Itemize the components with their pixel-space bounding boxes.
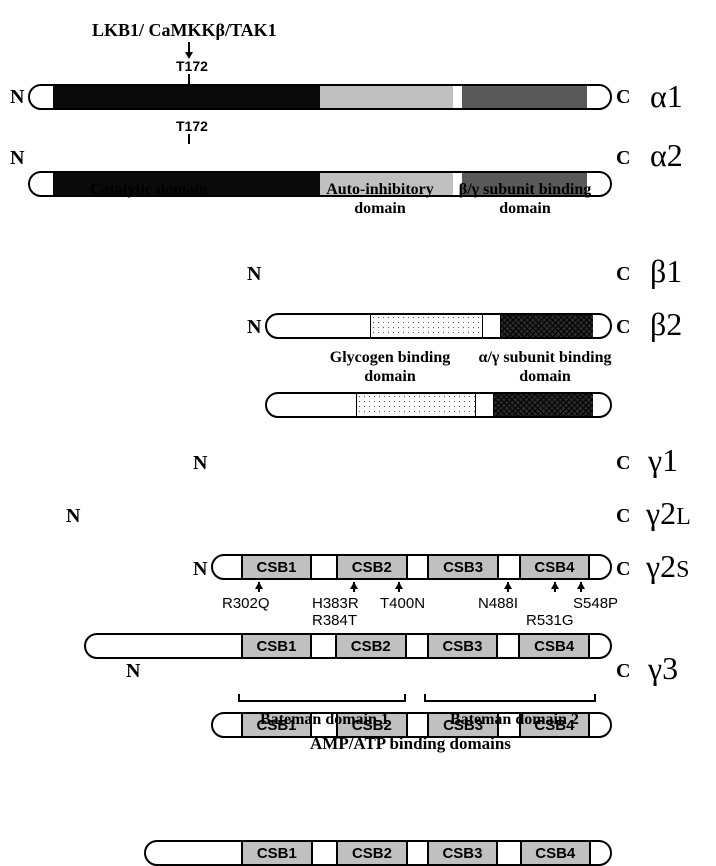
- csb1: CSB1: [241, 635, 313, 657]
- bateman2-bracket: [424, 700, 596, 702]
- c-term: C: [616, 147, 630, 170]
- beta1-gbd: [370, 315, 483, 337]
- csb2: CSB2: [336, 556, 407, 578]
- alpha1-binding: [462, 86, 587, 108]
- n-term: N: [10, 147, 24, 170]
- beta1-binding: [500, 315, 593, 337]
- alpha1-bar: [28, 84, 612, 110]
- gamma3-bar: CSB1 CSB2 CSB3 CSB4: [144, 840, 612, 866]
- mutation-r384t: R384T: [312, 612, 357, 629]
- mutation-r302q: R302Q: [222, 595, 270, 612]
- arrow-up-icon: [551, 582, 559, 589]
- csb1: CSB1: [241, 842, 312, 864]
- arrow-up-icon: [255, 582, 263, 589]
- bracket-tick: [404, 694, 406, 701]
- mutation-h383r: H383R: [312, 595, 359, 612]
- c-term: C: [616, 316, 630, 339]
- beta2-gbd: [356, 394, 476, 416]
- beta2-label: β2: [650, 306, 682, 343]
- gamma2L-label: γ2L: [646, 495, 691, 532]
- csb4: CSB4: [520, 842, 591, 864]
- t172-label-a2: T172: [176, 118, 208, 134]
- csb2: CSB2: [336, 842, 407, 864]
- c-term: C: [616, 558, 630, 581]
- csb2: CSB2: [335, 635, 407, 657]
- csb3: CSB3: [427, 556, 498, 578]
- bateman2-label: Bateman domain 2: [450, 710, 579, 729]
- csb4: CSB4: [519, 556, 590, 578]
- gamma1-label: γ1: [648, 442, 678, 479]
- autoinhibitory-caption: Auto-inhibitory domain: [320, 180, 440, 218]
- bracket-tick: [594, 694, 596, 701]
- n-term: N: [126, 660, 140, 683]
- csb3: CSB3: [427, 635, 499, 657]
- alpha1-autoinhibitory: [320, 86, 453, 108]
- beta1-bar: [265, 313, 612, 339]
- alpha-binding-caption: β/γ subunit binding domain: [450, 180, 600, 218]
- arrow-stem: [188, 134, 190, 144]
- c-term: C: [616, 660, 630, 683]
- beta-binding-caption: α/γ subunit binding domain: [470, 348, 620, 386]
- csb4: CSB4: [518, 635, 590, 657]
- catalytic-caption: Catalytic domain: [90, 180, 208, 199]
- csb1: CSB1: [241, 556, 312, 578]
- alpha1-gap: [453, 86, 462, 108]
- n-term: N: [247, 316, 261, 339]
- beta2-bar: [265, 392, 612, 418]
- alpha2-label: α2: [650, 137, 683, 174]
- amp-atp-label: AMP/ATP binding domains: [310, 734, 511, 754]
- mutation-n488i: N488I: [478, 595, 518, 612]
- bateman1-label: Bateman domain 1: [260, 710, 389, 729]
- arrow-up-icon: [577, 582, 585, 589]
- c-term: C: [616, 86, 630, 109]
- alpha1-catalytic: [53, 86, 320, 108]
- mutation-r531g: R531G: [526, 612, 574, 629]
- n-term: N: [10, 86, 24, 109]
- beta1-label: β1: [650, 253, 682, 290]
- arrow-up-icon: [350, 582, 358, 589]
- gbd-caption: Glycogen binding domain: [320, 348, 460, 386]
- kinases-label: LKB1/ CaMKKβ/TAK1: [92, 20, 277, 41]
- mutation-t400n: T400N: [380, 595, 425, 612]
- c-term: C: [616, 452, 630, 475]
- beta2-binding: [493, 394, 592, 416]
- arrow-up-icon: [395, 582, 403, 589]
- alpha1-label: α1: [650, 78, 683, 115]
- c-term: C: [616, 505, 630, 528]
- mutation-s548p: S548P: [573, 595, 618, 612]
- bateman1-bracket: [238, 700, 406, 702]
- csb3: CSB3: [427, 842, 498, 864]
- gamma2L-bar: CSB1 CSB2 CSB3 CSB4: [84, 633, 612, 659]
- n-term: N: [66, 505, 80, 528]
- ampk-subunit-diagram: LKB1/ CaMKKβ/TAK1 T172 N C α1 T172 N C α…: [10, 20, 706, 789]
- gamma3-label: γ3: [648, 650, 678, 687]
- bracket-tick: [424, 694, 426, 701]
- gamma1-bar: CSB1 CSB2 CSB3 CSB4: [211, 554, 612, 580]
- arrow-stem: [188, 42, 190, 52]
- n-term: N: [247, 263, 261, 286]
- c-term: C: [616, 263, 630, 286]
- n-term: N: [193, 558, 207, 581]
- arrow-up-icon: [504, 582, 512, 589]
- gamma2s-label: γ2S: [646, 548, 690, 585]
- n-term: N: [193, 452, 207, 475]
- bracket-tick: [238, 694, 240, 701]
- t172-label-a1: T172: [176, 58, 208, 74]
- arrow-stem: [188, 74, 190, 84]
